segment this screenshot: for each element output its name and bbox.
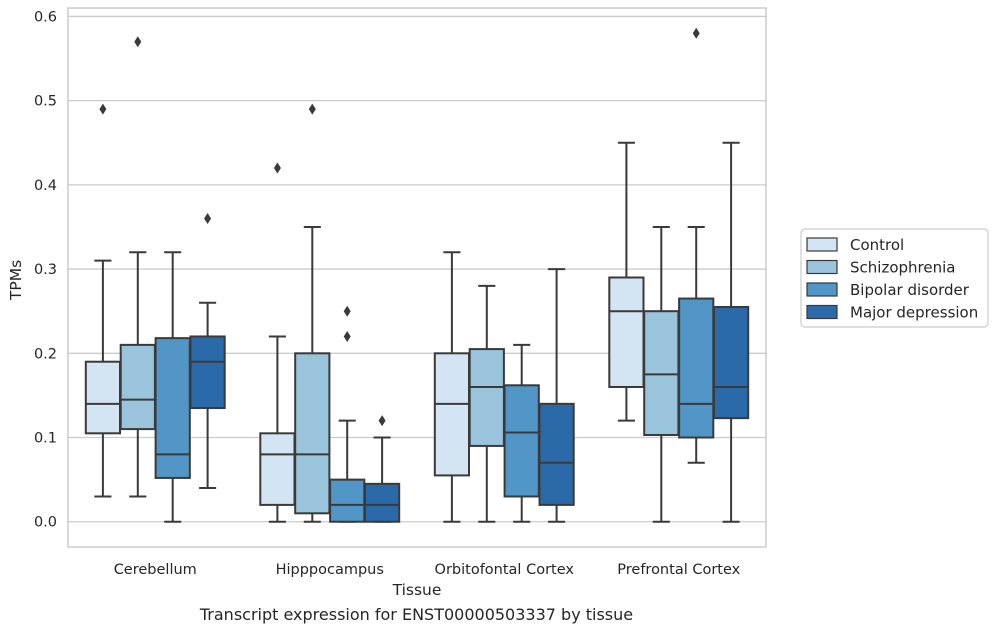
boxplot-chart: 0.0 0.1 0.2 0.3 0.4 0.5 0.6 Cerebellum Hipppoca…	[7, 7, 989, 599]
outlier-point	[273, 162, 281, 174]
y-tick-label: 0.6	[34, 9, 57, 25]
outlier-point	[692, 27, 700, 39]
box-bipolar-disorder	[329, 305, 366, 523]
box-major-depression	[538, 268, 575, 523]
y-tick-label: 0.3	[34, 262, 57, 278]
y-tick-label: 0.2	[34, 346, 57, 362]
box-iqr	[363, 482, 401, 523]
plot-frame	[67, 7, 767, 548]
box-iqr	[189, 335, 226, 410]
outlier-point	[308, 103, 316, 115]
y-tick-label: 0.4	[34, 178, 57, 194]
box-control	[259, 162, 296, 523]
box-major-depression	[189, 213, 226, 490]
y-tick-label: 0.1	[34, 431, 57, 447]
box-iqr	[468, 348, 505, 447]
box-iqr	[503, 384, 540, 498]
y-axis-label: TPMs	[7, 260, 25, 301]
outlier-point	[99, 103, 107, 115]
outlier-point	[343, 305, 351, 317]
x-axis-label: Tissue	[392, 581, 442, 599]
legend-swatch	[806, 237, 838, 252]
box-control	[84, 103, 122, 498]
box-bipolar-disorder	[154, 251, 191, 523]
legend-swatch	[806, 304, 838, 320]
box-iqr	[712, 305, 750, 420]
outlier-point	[343, 330, 351, 342]
x-tick-label: Hipppocampus	[276, 562, 384, 578]
box-iqr	[154, 337, 191, 479]
legend-frame	[800, 228, 989, 328]
y-tick-label: 0.0	[34, 515, 57, 531]
legend-label: Schizophrenia	[850, 259, 955, 277]
box-major-depression	[712, 141, 750, 523]
legend-label: Control	[850, 236, 904, 254]
legend-label: Bipolar disorder	[850, 281, 970, 299]
outlier-point	[134, 36, 142, 48]
box-bipolar-disorder	[503, 343, 540, 523]
x-tick-labels: Cerebellum Hipppocampus Orbitofontal Corte…	[114, 562, 741, 578]
box-schizophrenia	[468, 284, 505, 523]
y-tick-label: 0.5	[34, 94, 57, 110]
legend-swatch	[806, 259, 838, 275]
x-tick-label: Cerebellum	[114, 562, 197, 578]
box-iqr	[259, 432, 296, 506]
box-schizophrenia	[119, 36, 156, 498]
box-iqr	[538, 402, 575, 506]
box-control	[608, 141, 645, 422]
box-control	[433, 251, 471, 523]
box-iqr	[84, 360, 122, 435]
y-tick-labels: 0.0 0.1 0.2 0.3 0.4 0.5 0.6	[34, 9, 57, 530]
box-iqr	[294, 352, 331, 515]
x-tick-label: Orbitofontal Cortex	[435, 562, 575, 578]
box-iqr	[433, 352, 471, 477]
box-iqr	[643, 310, 680, 436]
box-iqr	[678, 297, 715, 439]
box-schizophrenia	[294, 103, 331, 523]
outlier-point	[204, 213, 212, 225]
box-bipolar-disorder	[678, 27, 715, 464]
boxes	[84, 27, 750, 523]
legend-label: Major depression	[850, 304, 978, 322]
legend: Control Schizophrenia Bipolar disorder Majo…	[800, 228, 989, 328]
box-iqr	[608, 276, 645, 388]
box-iqr	[329, 478, 366, 523]
legend-swatch	[806, 282, 838, 297]
figure-caption: Transcript expression for ENST0000050333…	[199, 605, 634, 624]
box-iqr	[119, 343, 156, 431]
outlier-point	[378, 415, 386, 427]
box-major-depression	[363, 415, 401, 523]
x-tick-label: Prefrontal Cortex	[617, 562, 740, 578]
box-schizophrenia	[643, 225, 680, 523]
